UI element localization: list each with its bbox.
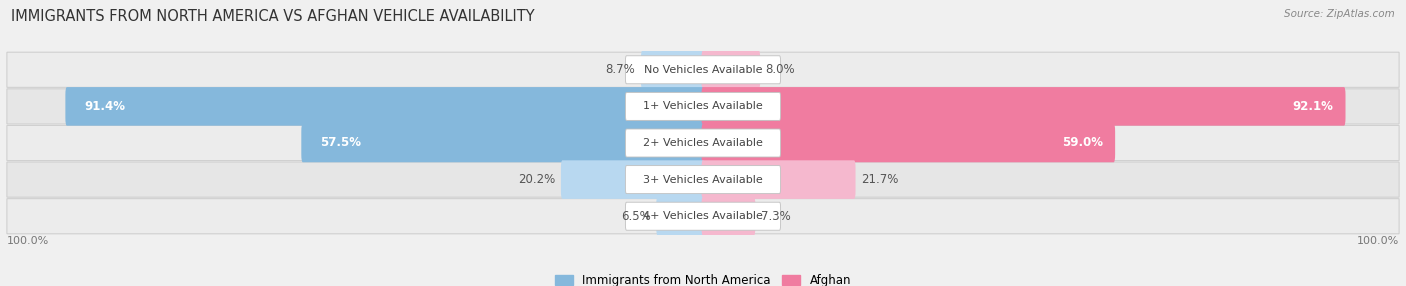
Text: 59.0%: 59.0%: [1062, 136, 1104, 150]
FancyBboxPatch shape: [626, 166, 780, 194]
Text: Source: ZipAtlas.com: Source: ZipAtlas.com: [1284, 9, 1395, 19]
FancyBboxPatch shape: [657, 197, 704, 235]
Text: 21.7%: 21.7%: [860, 173, 898, 186]
FancyBboxPatch shape: [702, 160, 855, 199]
FancyBboxPatch shape: [7, 199, 1399, 234]
Text: 8.0%: 8.0%: [766, 63, 796, 76]
FancyBboxPatch shape: [301, 124, 704, 162]
FancyBboxPatch shape: [7, 52, 1399, 87]
Legend: Immigrants from North America, Afghan: Immigrants from North America, Afghan: [555, 274, 851, 286]
Text: 1+ Vehicles Available: 1+ Vehicles Available: [643, 102, 763, 111]
Text: 92.1%: 92.1%: [1292, 100, 1333, 113]
FancyBboxPatch shape: [65, 87, 704, 126]
Text: IMMIGRANTS FROM NORTH AMERICA VS AFGHAN VEHICLE AVAILABILITY: IMMIGRANTS FROM NORTH AMERICA VS AFGHAN …: [11, 9, 534, 23]
Text: 2+ Vehicles Available: 2+ Vehicles Available: [643, 138, 763, 148]
FancyBboxPatch shape: [702, 87, 1346, 126]
Text: 91.4%: 91.4%: [84, 100, 125, 113]
FancyBboxPatch shape: [626, 202, 780, 230]
Text: 8.7%: 8.7%: [606, 63, 636, 76]
FancyBboxPatch shape: [7, 89, 1399, 124]
FancyBboxPatch shape: [7, 126, 1399, 160]
FancyBboxPatch shape: [641, 51, 704, 89]
FancyBboxPatch shape: [561, 160, 704, 199]
Text: 20.2%: 20.2%: [519, 173, 555, 186]
Text: 7.3%: 7.3%: [761, 210, 790, 223]
Text: 4+ Vehicles Available: 4+ Vehicles Available: [643, 211, 763, 221]
Text: 3+ Vehicles Available: 3+ Vehicles Available: [643, 175, 763, 184]
Text: No Vehicles Available: No Vehicles Available: [644, 65, 762, 75]
FancyBboxPatch shape: [626, 56, 780, 84]
FancyBboxPatch shape: [7, 162, 1399, 197]
Text: 57.5%: 57.5%: [321, 136, 361, 150]
Text: 100.0%: 100.0%: [7, 236, 49, 246]
Text: 100.0%: 100.0%: [1357, 236, 1399, 246]
FancyBboxPatch shape: [626, 92, 780, 120]
FancyBboxPatch shape: [702, 197, 755, 235]
FancyBboxPatch shape: [702, 51, 761, 89]
Text: 6.5%: 6.5%: [621, 210, 651, 223]
FancyBboxPatch shape: [702, 124, 1115, 162]
FancyBboxPatch shape: [626, 129, 780, 157]
